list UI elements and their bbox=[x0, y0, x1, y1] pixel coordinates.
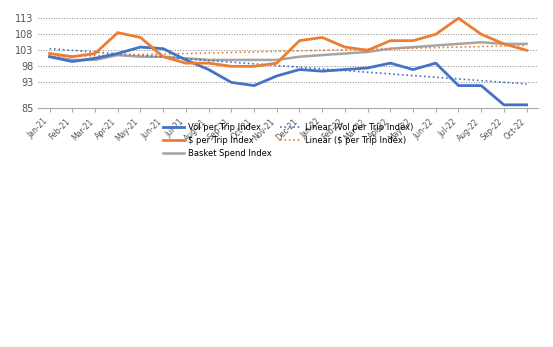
Legend: Vol per Trip Index, $ per Trip Index, Basket Spend Index, Linear (Vol per Trip I: Vol per Trip Index, $ per Trip Index, Ba… bbox=[160, 120, 416, 162]
